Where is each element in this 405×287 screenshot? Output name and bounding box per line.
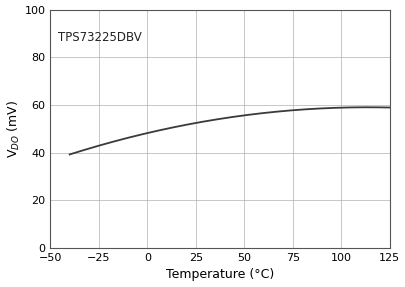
Y-axis label: V$_{DO}$ (mV): V$_{DO}$ (mV) (6, 100, 21, 158)
Text: TPS73225DBV: TPS73225DBV (58, 31, 141, 44)
X-axis label: Temperature (°C): Temperature (°C) (166, 268, 273, 282)
